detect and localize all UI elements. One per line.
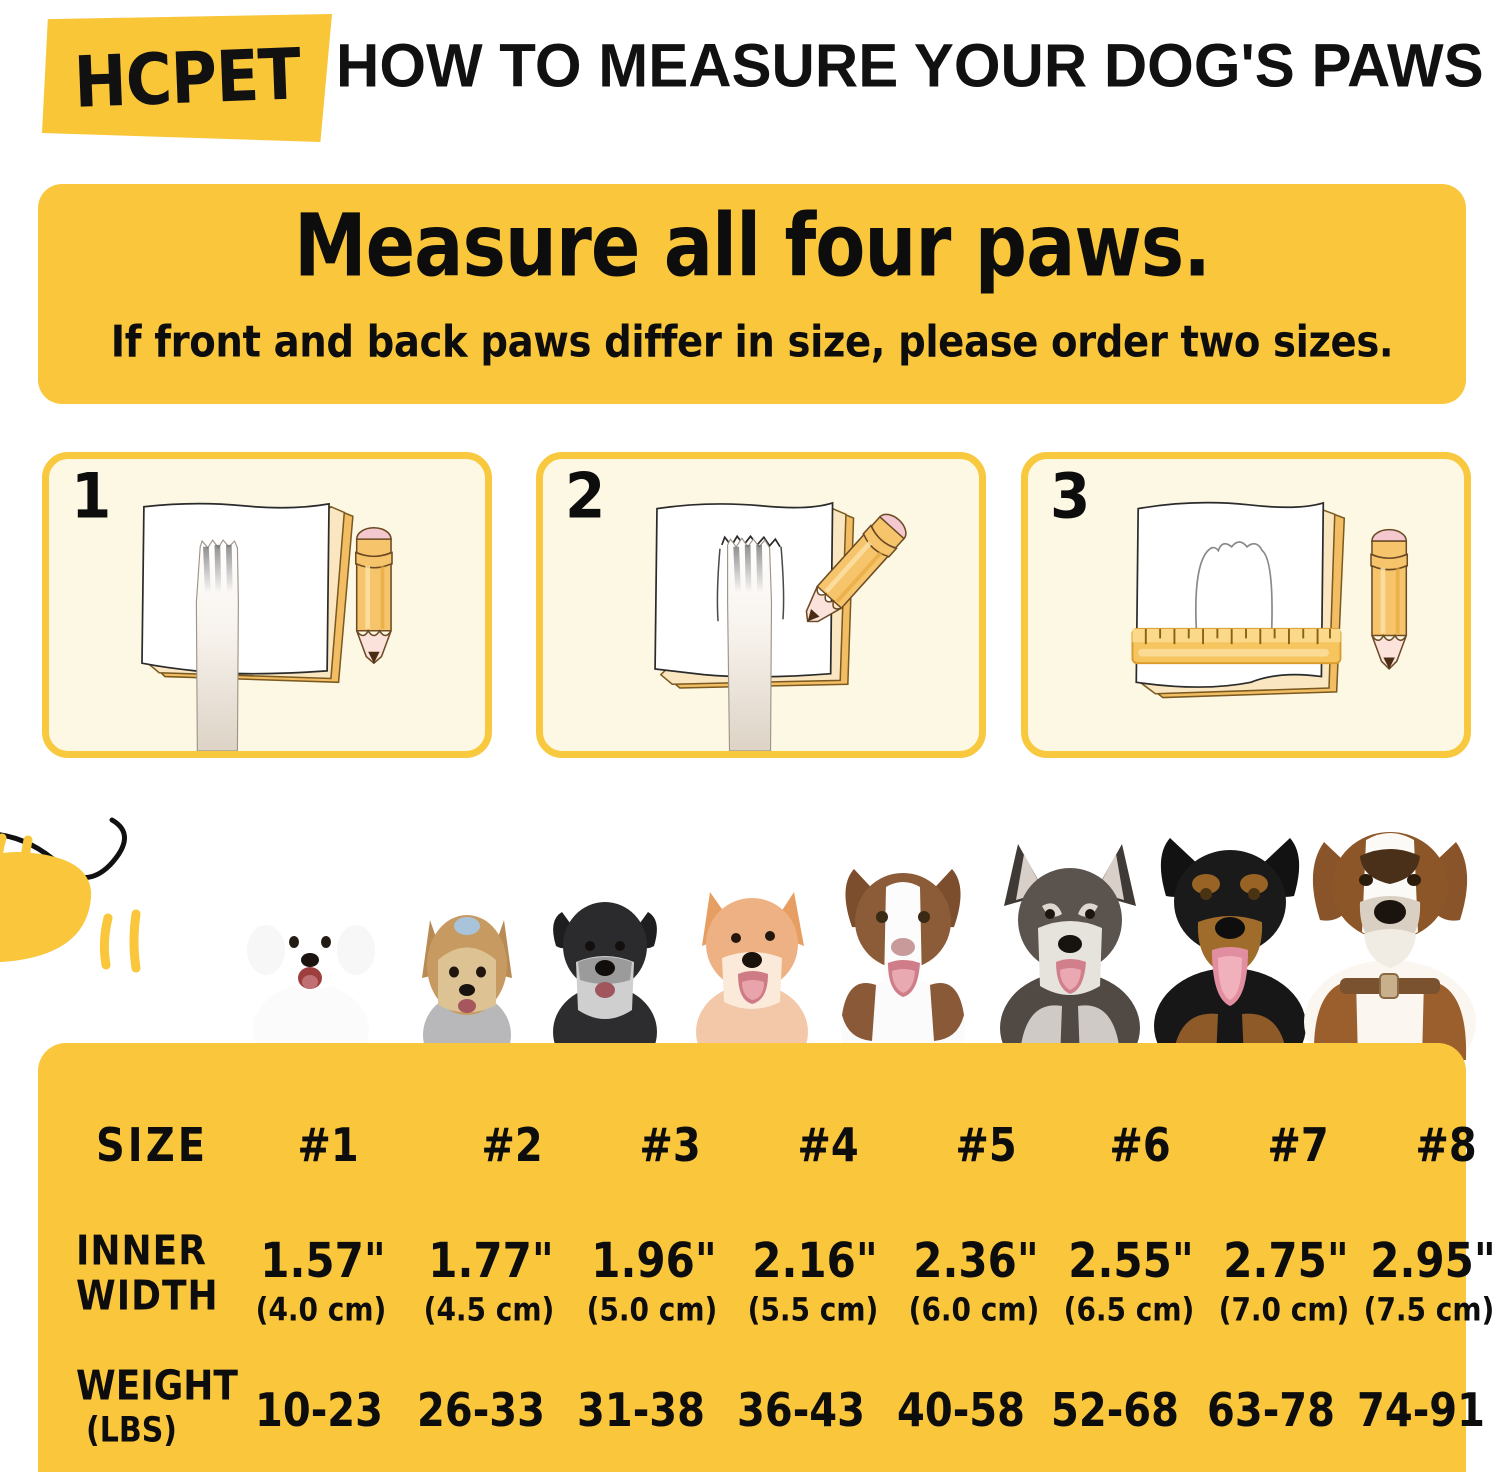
dog-alaskan-malamute bbox=[1000, 844, 1140, 1060]
table-row: 36-43 bbox=[737, 1384, 865, 1438]
brand-logo-badge: HCPET bbox=[42, 14, 332, 142]
pencil-icon bbox=[354, 526, 393, 665]
brand-logo-text: HCPET bbox=[72, 32, 302, 124]
table-row: #5 bbox=[955, 1119, 1017, 1173]
table-row: (6.0 cm) bbox=[908, 1290, 1040, 1329]
pencil-icon bbox=[1370, 528, 1409, 671]
step-panel-1: 1 bbox=[42, 452, 492, 758]
size-chart-table: SIZE INNER WIDTH WEIGHT (LBS) #1 #2 #3 #… bbox=[38, 1043, 1496, 1472]
table-row: 2.36" bbox=[913, 1232, 1039, 1289]
step-1-illustration bbox=[141, 502, 393, 751]
step-2-illustration bbox=[654, 501, 907, 751]
table-row: 40-58 bbox=[897, 1384, 1025, 1438]
notice-subtext: If front and back paws differ in size, p… bbox=[110, 317, 1394, 368]
table-row: 63-78 bbox=[1207, 1384, 1335, 1438]
decorative-swoosh-icon bbox=[0, 817, 141, 973]
table-row: (7.0 cm) bbox=[1218, 1290, 1350, 1329]
dog-bichon-frise bbox=[247, 890, 375, 1060]
dog-rottweiler bbox=[1154, 838, 1306, 1060]
row-label-weight-line2: (LBS) bbox=[86, 1410, 178, 1451]
table-row: 74-91 bbox=[1357, 1384, 1485, 1438]
step-panel-2: 2 bbox=[536, 452, 986, 758]
step-3-illustration bbox=[1131, 501, 1409, 699]
measure-notice-banner: Measure all four paws. If front and back… bbox=[38, 184, 1466, 404]
dog-breeds-row bbox=[0, 770, 1500, 1060]
table-row: #4 bbox=[797, 1119, 859, 1173]
table-row: (5.0 cm) bbox=[586, 1290, 718, 1329]
pencil-icon bbox=[805, 513, 907, 623]
table-row: (5.5 cm) bbox=[747, 1290, 879, 1329]
dog-yorkshire-terrier bbox=[422, 915, 512, 1060]
row-label-inner-width-line2: WIDTH bbox=[76, 1272, 219, 1321]
table-row: #2 bbox=[481, 1119, 543, 1173]
table-row: #8 bbox=[1415, 1119, 1477, 1173]
table-row: 1.77" bbox=[428, 1232, 554, 1289]
notice-headline: Measure all four paws. bbox=[294, 196, 1211, 297]
table-row: 26-33 bbox=[417, 1384, 545, 1438]
table-row: 1.96" bbox=[591, 1232, 717, 1289]
row-label-inner-width-line1: INNER bbox=[76, 1227, 207, 1276]
row-label-weight-line1: WEIGHT bbox=[76, 1362, 238, 1411]
table-row: (6.5 cm) bbox=[1063, 1290, 1195, 1329]
measure-steps: 1 bbox=[0, 452, 1500, 758]
table-row: #1 bbox=[297, 1119, 359, 1173]
step-panel-3: 3 bbox=[1021, 452, 1471, 758]
table-row: 2.16" bbox=[752, 1232, 878, 1289]
table-row: 52-68 bbox=[1051, 1384, 1179, 1438]
table-row: #6 bbox=[1109, 1119, 1171, 1173]
page-header: HCPET HOW TO MEASURE YOUR DOG'S PAWS bbox=[0, 0, 1500, 150]
table-row: #3 bbox=[639, 1119, 701, 1173]
step-1-number: 1 bbox=[71, 459, 112, 533]
table-row: (4.5 cm) bbox=[423, 1290, 555, 1329]
step-3-number: 3 bbox=[1050, 459, 1091, 533]
size-chart-panel: SIZE INNER WIDTH WEIGHT (LBS) #1 #2 #3 #… bbox=[38, 1043, 1496, 1472]
table-row: 2.95" bbox=[1370, 1232, 1496, 1289]
dog-miniature-schnauzer bbox=[553, 902, 657, 1060]
ruler-icon bbox=[1131, 627, 1342, 665]
table-row: 2.55" bbox=[1068, 1232, 1194, 1289]
table-row: 1.57" bbox=[260, 1232, 386, 1289]
dog-saint-bernard bbox=[1304, 832, 1476, 1060]
step-2-number: 2 bbox=[565, 459, 606, 533]
table-row: 10-23 bbox=[255, 1384, 383, 1438]
dog-shiba-inu bbox=[696, 892, 808, 1060]
page-title: HOW TO MEASURE YOUR DOG'S PAWS bbox=[336, 31, 1484, 100]
dog-border-collie bbox=[841, 869, 965, 1060]
table-row: 31-38 bbox=[577, 1384, 705, 1438]
row-label-size: SIZE bbox=[96, 1119, 209, 1173]
table-row: (4.0 cm) bbox=[255, 1290, 387, 1329]
table-row: (7.5 cm) bbox=[1363, 1290, 1495, 1329]
table-row: 2.75" bbox=[1223, 1232, 1349, 1289]
table-row: #7 bbox=[1267, 1119, 1329, 1173]
